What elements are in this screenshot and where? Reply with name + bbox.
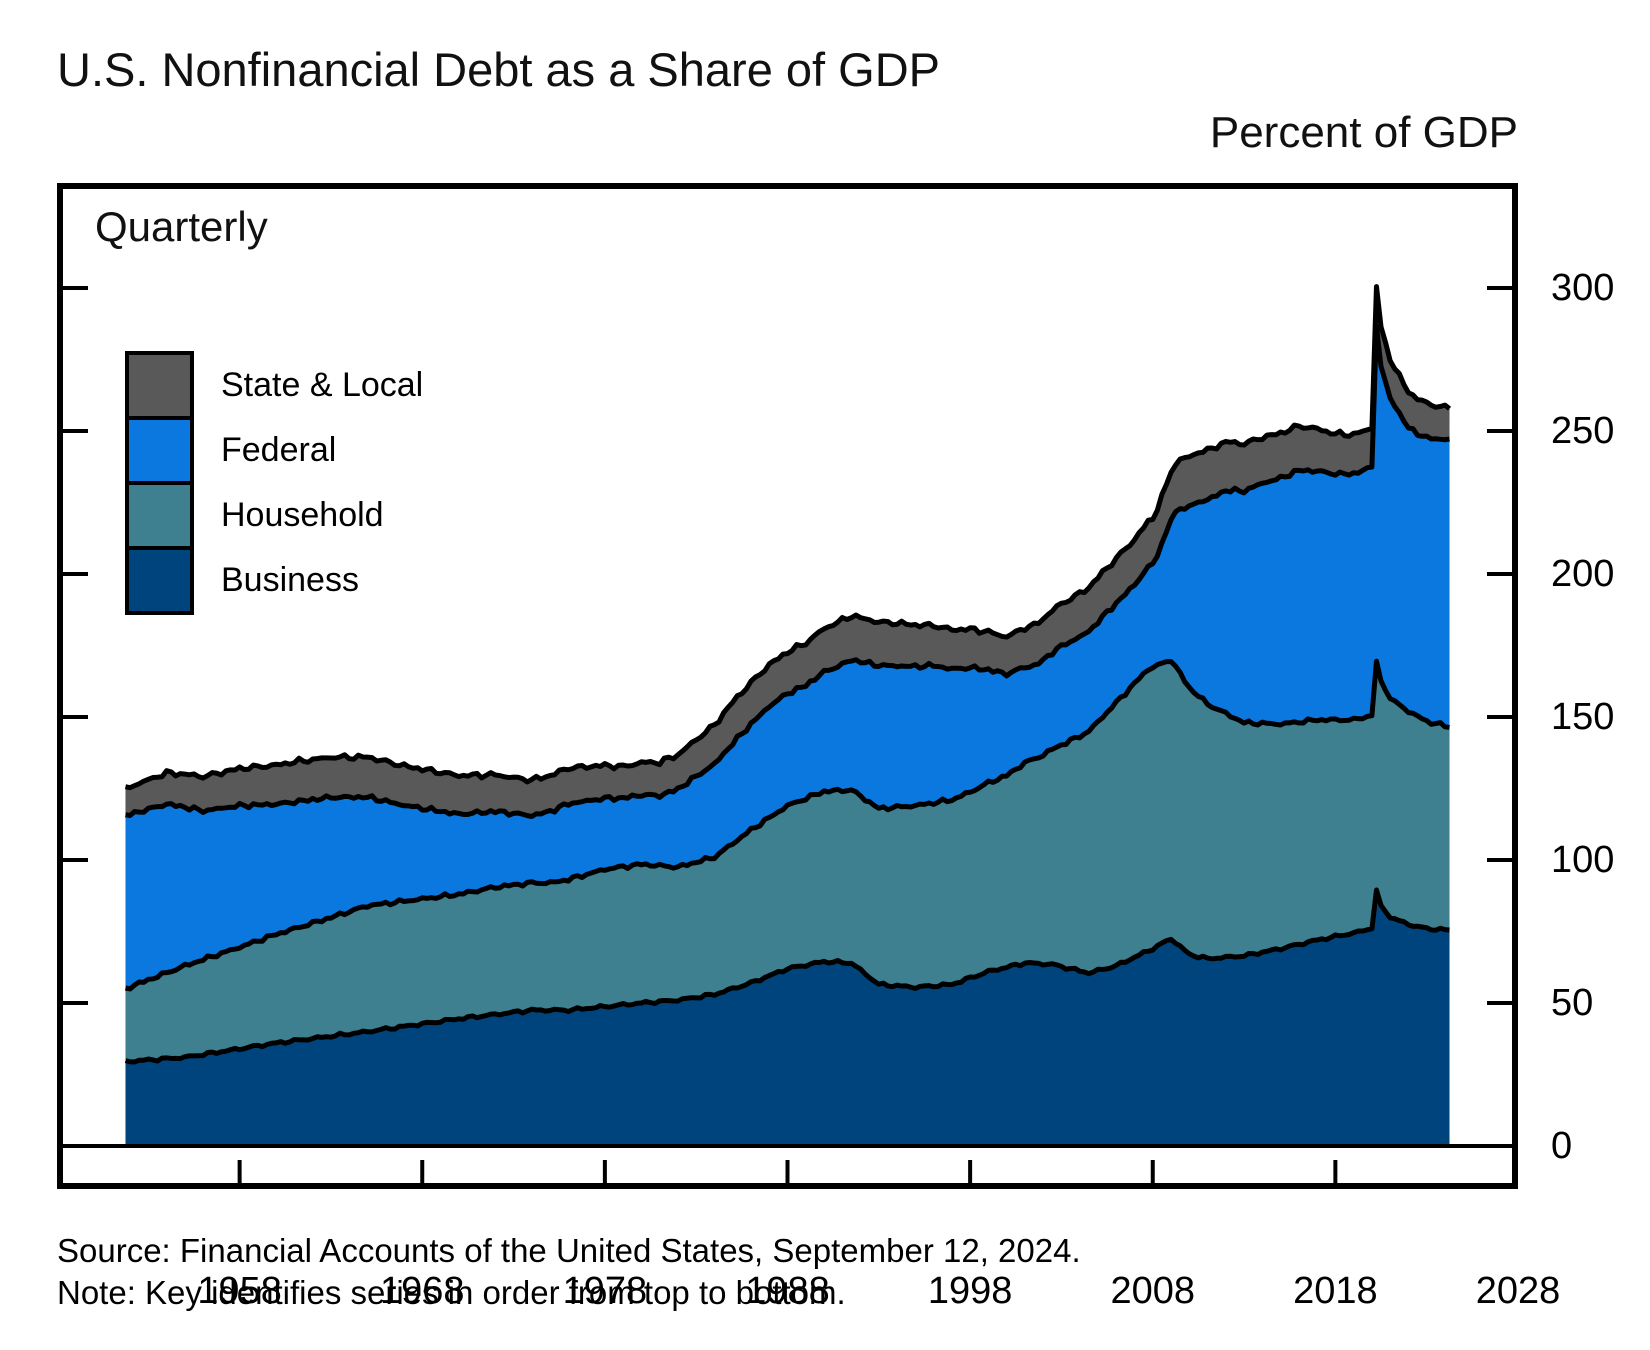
y-axis-unit-label: Percent of GDP bbox=[1209, 108, 1518, 157]
x-tick-label-1998: 1998 bbox=[927, 1270, 1013, 1312]
x-tick-label-2008: 2008 bbox=[1110, 1270, 1196, 1312]
legend-swatch-business bbox=[125, 546, 194, 615]
boundary-business bbox=[124, 887, 1450, 1065]
legend: State & Local Federal Household Business bbox=[125, 351, 423, 615]
y-tick-label-100: 100 bbox=[1551, 839, 1615, 881]
legend-item-business: Business bbox=[125, 546, 423, 615]
x-tick-label-1978: 1978 bbox=[562, 1270, 648, 1312]
x-tick-label-2018: 2018 bbox=[1293, 1270, 1378, 1312]
y-tick-label-150: 150 bbox=[1551, 696, 1615, 738]
stacked-area-chart bbox=[57, 183, 1518, 1189]
x-tick-label-1968: 1968 bbox=[379, 1270, 465, 1312]
note-text: Note: Key identifies series in order fro… bbox=[57, 1274, 846, 1311]
legend-label: Household bbox=[221, 496, 384, 534]
area-business bbox=[125, 890, 1450, 1146]
x-tick-label-2028: 2028 bbox=[1475, 1270, 1561, 1312]
source-text: Source: Financial Accounts of the United… bbox=[57, 1232, 1081, 1269]
area-federal bbox=[125, 326, 1450, 989]
legend-item-federal: Federal bbox=[125, 416, 423, 485]
legend-swatch-state-local bbox=[125, 351, 194, 420]
boundary-federal bbox=[125, 324, 1450, 820]
x-tick-label-1958: 1958 bbox=[197, 1270, 282, 1312]
y-tick-label-50: 50 bbox=[1551, 982, 1594, 1024]
page-title: U.S. Nonfinancial Debt as a Share of GDP bbox=[57, 43, 940, 96]
legend-item-state-local: State & Local bbox=[125, 351, 423, 420]
x-tick-label-1988: 1988 bbox=[745, 1270, 830, 1312]
legend-swatch-household bbox=[125, 481, 194, 550]
legend-swatch-federal bbox=[125, 416, 194, 485]
legend-label: Business bbox=[221, 561, 359, 599]
boundary-household bbox=[124, 658, 1450, 992]
frequency-label: Quarterly bbox=[95, 203, 268, 250]
boundary-state-local bbox=[124, 284, 1452, 791]
legend-item-household: Household bbox=[125, 481, 423, 550]
legend-label: State & Local bbox=[221, 366, 424, 404]
y-tick-label-300: 300 bbox=[1551, 267, 1615, 309]
legend-label: Federal bbox=[221, 431, 337, 469]
plot-frame bbox=[57, 183, 1518, 1189]
y-tick-label-250: 250 bbox=[1551, 410, 1615, 452]
y-tick-label-0: 0 bbox=[1551, 1125, 1573, 1167]
y-tick-label-200: 200 bbox=[1551, 553, 1615, 595]
